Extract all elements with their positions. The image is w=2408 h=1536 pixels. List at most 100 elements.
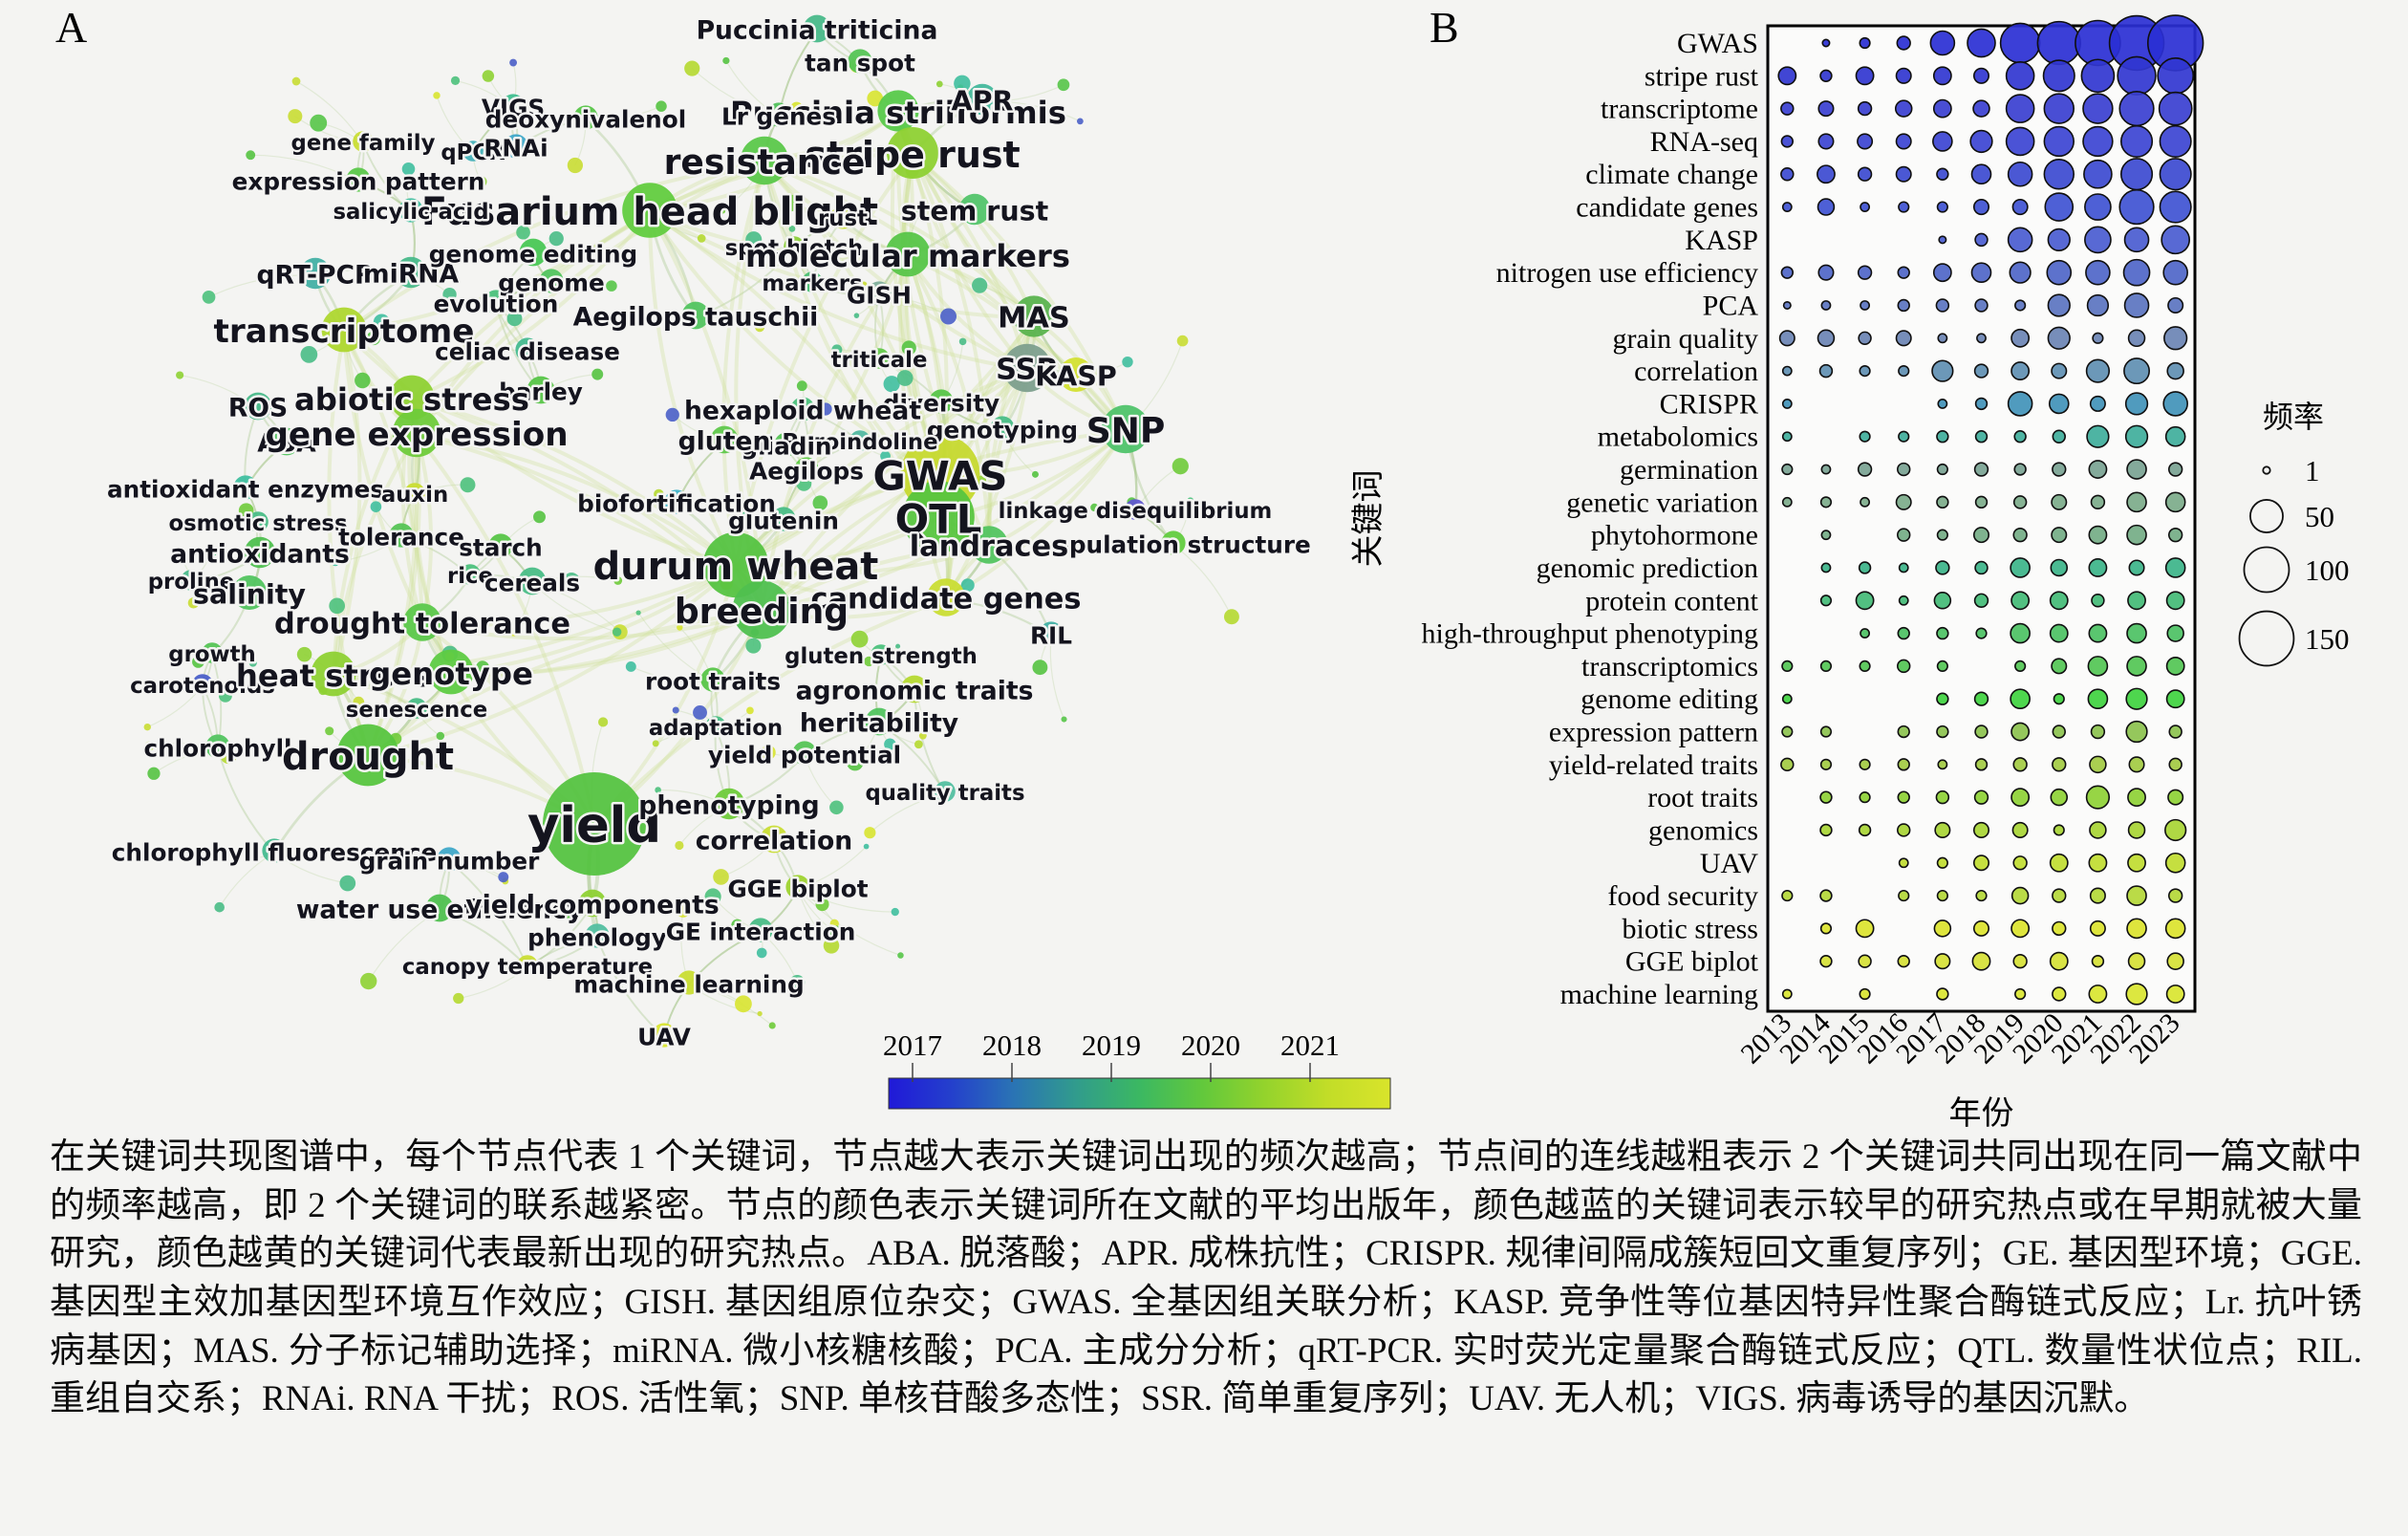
network-minor-node	[1061, 716, 1067, 723]
bubble	[1932, 98, 1952, 119]
bubble-row-label: yield-related traits	[1549, 749, 1758, 781]
network-minor-node	[831, 344, 843, 356]
bubble	[2086, 424, 2110, 448]
network-minor-node	[788, 225, 796, 232]
network-edge	[721, 161, 766, 569]
bubble	[2010, 622, 2031, 644]
network-node-label: markers	[762, 271, 862, 296]
network-node-label: senescence	[346, 698, 487, 723]
bubble	[2051, 527, 2068, 544]
network-node	[771, 507, 796, 531]
legend-size-value: 1	[2305, 454, 2320, 487]
network-node-label: antioxidants	[170, 540, 350, 570]
network-node-label: drought tolerance	[274, 608, 570, 641]
network-node	[1002, 343, 1052, 393]
bubble	[2042, 59, 2075, 93]
network-node-label: adaptation	[649, 716, 783, 741]
bubble	[2049, 623, 2069, 643]
bubble	[1936, 495, 1949, 509]
network-node	[573, 105, 598, 130]
network-node	[404, 483, 425, 504]
network-edge	[648, 210, 942, 478]
bubble	[1819, 660, 1833, 673]
bubble	[1936, 725, 1949, 739]
network-edge	[412, 433, 453, 676]
bubble	[1934, 953, 1951, 970]
network-node	[244, 536, 276, 569]
network-edge	[410, 210, 652, 401]
network-node-label: abiotic stress	[294, 381, 529, 418]
bubble	[2051, 493, 2068, 510]
bubble	[1781, 365, 1793, 377]
network-node-label: SNP	[1086, 411, 1166, 451]
network-minor-node	[847, 753, 864, 771]
network-node-label: antioxidant enzymes	[107, 476, 384, 504]
network-edge	[648, 210, 738, 569]
network-node	[425, 894, 454, 922]
bubble	[1895, 133, 1912, 150]
network-node-label: SSR	[996, 354, 1059, 387]
network-node-label: breeding	[675, 592, 849, 632]
bubble	[1936, 692, 1949, 705]
bubble	[2043, 93, 2075, 124]
network-minor-node	[761, 745, 776, 760]
bubble	[2085, 358, 2111, 383]
bubble	[2043, 159, 2075, 190]
bubble	[2127, 788, 2146, 808]
bubble	[2052, 462, 2067, 477]
bubble	[1972, 821, 1990, 838]
network-edge	[415, 210, 652, 437]
network-minor-node	[288, 109, 303, 124]
network-node	[830, 205, 855, 229]
bubble	[1895, 493, 1912, 510]
bubble	[2157, 56, 2195, 95]
network-node-label: ROS	[228, 394, 288, 423]
bubble-plot-frame	[1766, 24, 2197, 1013]
bubble	[1781, 988, 1793, 1000]
network-minor-node	[954, 75, 971, 93]
network-node-label: gliadin	[742, 433, 832, 461]
network-minor-node	[192, 656, 204, 668]
network-minor-node	[475, 176, 487, 187]
bubble	[1898, 364, 1910, 378]
network-node	[262, 838, 287, 863]
network-minor-node	[756, 947, 767, 959]
bubble	[2082, 125, 2114, 158]
network-minor-node	[218, 688, 232, 703]
network-node	[244, 392, 272, 421]
bubble	[2010, 722, 2031, 742]
bubble	[2012, 527, 2028, 543]
bubble	[2167, 462, 2183, 477]
bubble	[1781, 431, 1793, 443]
network-minor-node	[914, 207, 926, 220]
network-node-label: growth	[168, 642, 255, 667]
bubble	[2049, 951, 2069, 971]
network-minor-node	[143, 723, 151, 731]
network-minor-node	[329, 597, 346, 615]
bubble	[2164, 491, 2186, 513]
network-minor-node	[450, 76, 461, 86]
network-node	[504, 134, 528, 159]
network-node	[392, 408, 441, 458]
network-edge	[906, 254, 991, 549]
bubble	[2164, 818, 2187, 842]
network-node	[527, 376, 555, 404]
network-node-label: GGE biplot	[727, 876, 868, 903]
network-node	[539, 269, 564, 293]
bubble	[1935, 560, 1950, 575]
network-minor-node	[373, 314, 391, 331]
bubble	[1858, 331, 1872, 346]
bubble	[1937, 333, 1948, 344]
network-node	[389, 523, 414, 548]
bubble-row-label: genome editing	[1580, 683, 1758, 715]
network-node-label: linkage disequilibrium	[999, 499, 1273, 524]
bubble-row-label: RNA-seq	[1650, 126, 1758, 158]
bubble	[2088, 558, 2108, 577]
network-edge	[648, 210, 1029, 372]
network-minor-node	[684, 60, 700, 76]
bubble-row-label: genomics	[1648, 814, 1758, 846]
bubble	[1969, 129, 1993, 154]
network-node-label: MAS	[998, 302, 1070, 335]
network-minor-node	[896, 370, 914, 386]
network-node	[652, 1023, 677, 1048]
